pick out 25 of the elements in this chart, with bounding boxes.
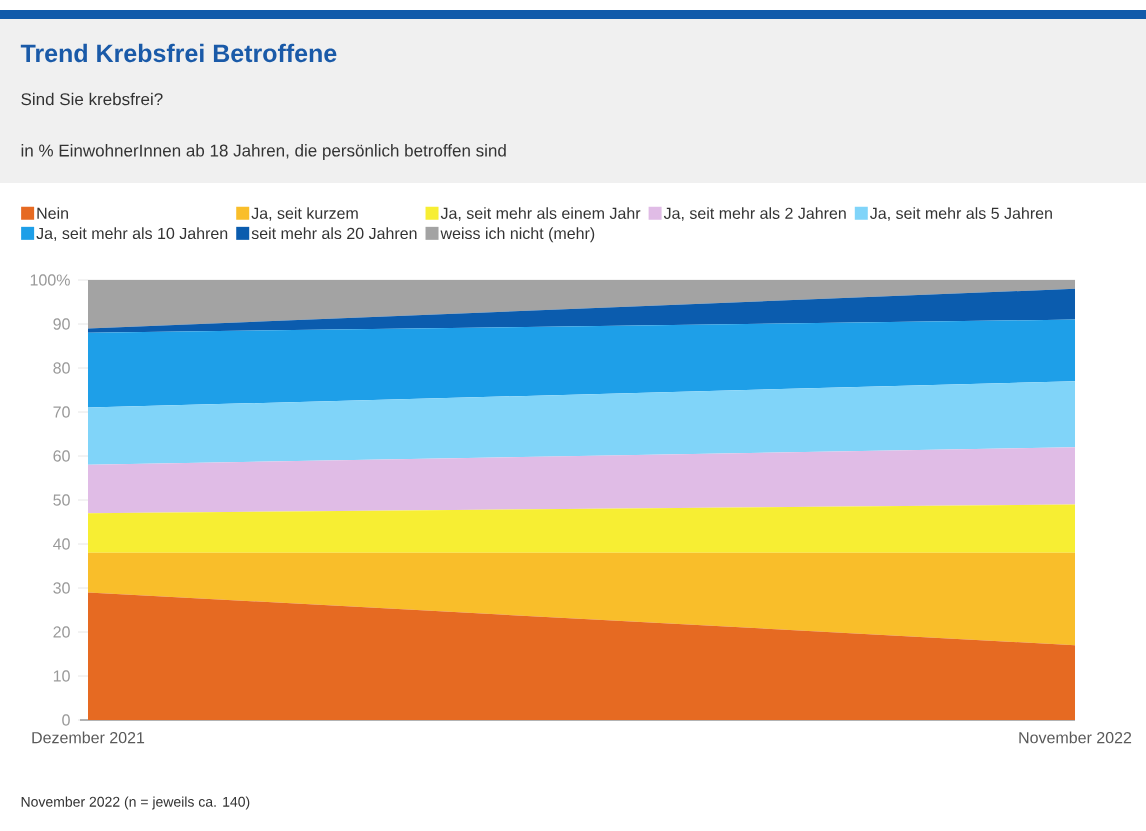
legend-label: Ja, seit mehr als 10 Jahren <box>36 227 228 241</box>
y-tick-label: 100% <box>30 274 70 286</box>
x-tick-label: November 2022 <box>1019 731 1132 744</box>
y-tick-label: 20 <box>53 626 70 638</box>
legend-label: Nein <box>37 207 68 219</box>
y-tick-label: 40 <box>53 538 70 550</box>
y-tick-label: 0 <box>62 714 70 726</box>
y-tick-label: 30 <box>53 582 70 594</box>
y-tick-label: 80 <box>53 362 70 374</box>
legend-label: Ja, seit mehr als 5 Jahren <box>870 207 1052 221</box>
y-tick-label: 90 <box>53 318 70 330</box>
chart-title: Trend Krebsfrei Betroffene <box>20 43 337 63</box>
x-tick-label: Dezember 2021 <box>32 731 145 744</box>
legend-label: seit mehr als 20 Jahren <box>251 227 417 240</box>
legend-label: Ja, seit mehr als einem Jahr <box>440 207 641 221</box>
legend-label: Ja, seit kurzem <box>251 207 358 221</box>
chart-subtitle: Sind Sie krebsfrei? <box>21 92 163 106</box>
text: in % EinwohnerInnen ab 18 Jahren, die persönlich betroffen sind <box>21 144 506 160</box>
y-tick-label: 60 <box>53 450 70 462</box>
y-tick-label: 10 <box>53 670 70 682</box>
y-tick-label: 70 <box>53 406 70 418</box>
legend-label: Ja, seit mehr als 2 Jahren <box>663 207 846 221</box>
legend-label: weiss ich nicht (mehr) <box>440 227 595 243</box>
text: November 2022 (n = jeweils ca. 140) <box>21 796 250 810</box>
y-tick-label: 50 <box>53 494 70 506</box>
